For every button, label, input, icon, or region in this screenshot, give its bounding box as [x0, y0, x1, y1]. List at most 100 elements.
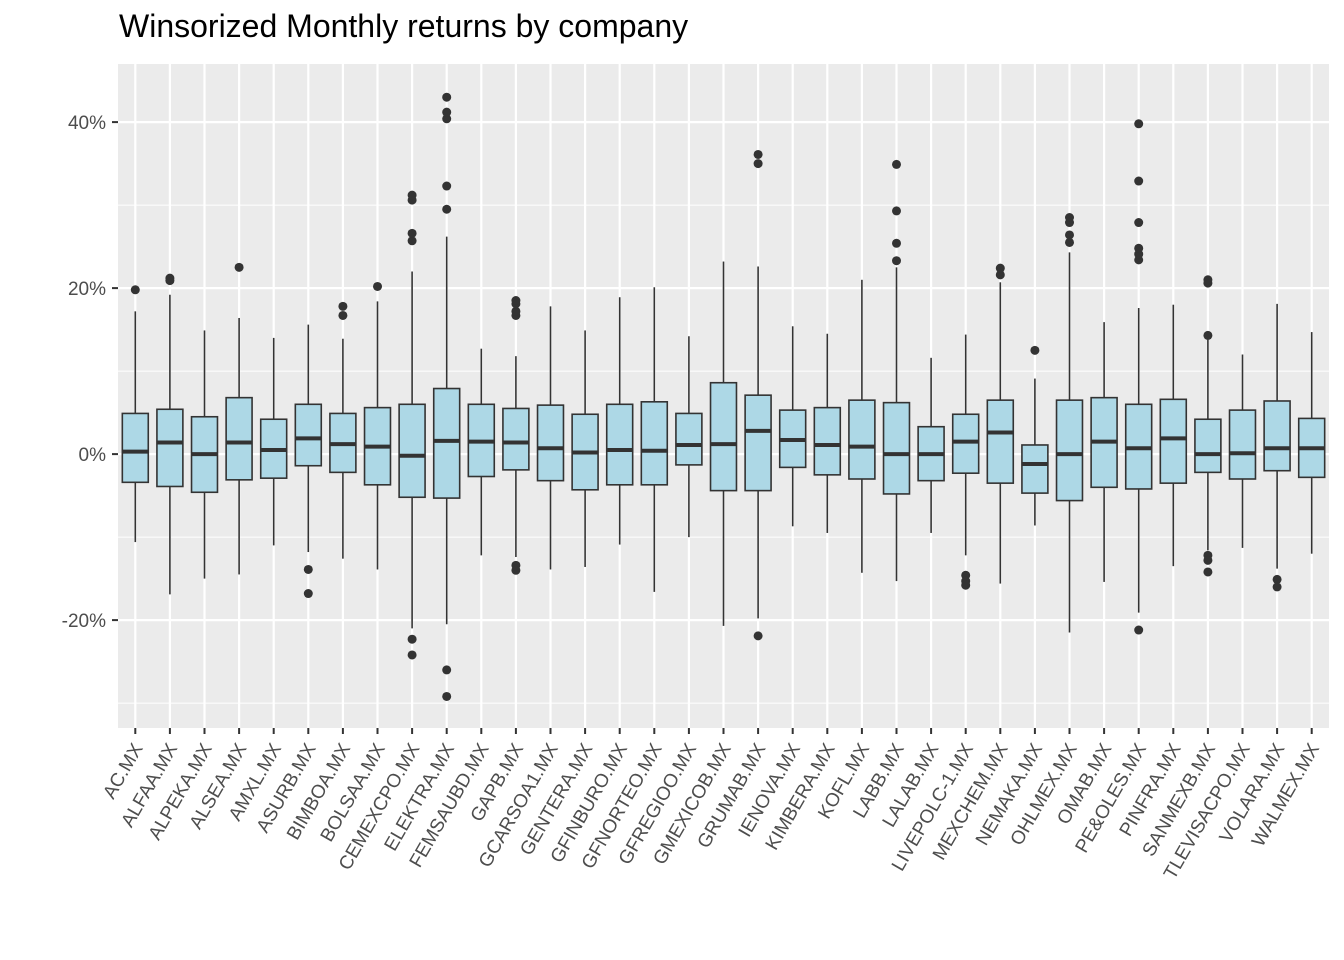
box-iqr — [536, 404, 565, 482]
outlier-point — [1272, 582, 1282, 592]
outlier-point — [234, 262, 244, 272]
outlier-point — [1134, 119, 1144, 129]
y-tick-label: 0% — [79, 445, 107, 466]
box-iqr — [709, 381, 738, 492]
outlier-point — [338, 310, 348, 320]
outlier-point — [165, 273, 175, 283]
box-iqr — [398, 403, 426, 499]
outlier-point — [442, 114, 452, 124]
box-iqr — [813, 406, 842, 476]
outlier-point — [407, 650, 417, 660]
chart-title: Winsorized Monthly returns by company — [119, 8, 689, 44]
outlier-point — [407, 236, 417, 246]
box-KOFL.MX — [848, 279, 876, 573]
box-iqr — [986, 399, 1015, 484]
box-NEMAKA.MX — [1021, 345, 1049, 526]
outlier-point — [303, 589, 313, 599]
box-iqr — [1263, 400, 1291, 472]
box-iqr — [432, 387, 461, 499]
box-GRUMAB.MX — [744, 149, 772, 641]
box-MEXCHEM.MX — [986, 263, 1015, 584]
outlier-point — [1203, 567, 1213, 577]
outlier-point — [1030, 345, 1040, 355]
outlier-point — [1065, 230, 1074, 240]
box-KIMBERA.MX — [813, 333, 842, 533]
outlier-point — [511, 565, 521, 575]
box-LALAB.MX — [917, 357, 945, 533]
box-iqr — [605, 403, 634, 486]
outlier-point — [1065, 213, 1074, 223]
outlier-point — [1065, 237, 1074, 247]
box-GCARSOA1.MX — [536, 306, 565, 570]
outlier-point — [892, 206, 901, 216]
box-PE&OLES.MX — [1124, 119, 1153, 635]
box-iqr — [225, 396, 253, 481]
box-OMAB.MX — [1090, 322, 1118, 582]
outlier-point — [892, 238, 901, 248]
box-ALPEKA.MX — [190, 330, 219, 579]
y-axis: -20% 0% 20% 40% — [62, 113, 118, 632]
box-BIMBOA.MX — [329, 301, 357, 559]
box-GENTERA.MX — [571, 330, 599, 567]
outlier-point — [442, 181, 452, 191]
box-VOLARA.MX — [1263, 303, 1291, 592]
box-iqr — [640, 401, 669, 486]
box-LABB.MX — [882, 159, 911, 582]
box-GFNORTEO.MX — [640, 287, 669, 592]
x-axis: AC.MXALFAA.MXALPEKA.MXALSEA.MXAMXL.MXASU… — [99, 728, 1324, 883]
box-GFINBURO.MX — [605, 297, 634, 545]
outlier-point — [442, 107, 452, 117]
box-iqr — [502, 407, 530, 471]
box-iqr — [121, 412, 150, 484]
box-SANMEXB.MX — [1194, 275, 1222, 577]
box-TLEVISACPO.MX — [1228, 354, 1257, 548]
outlier-point — [892, 159, 901, 169]
box-iqr — [1021, 444, 1049, 494]
outlier-point — [511, 306, 521, 316]
box-BOLSAA.MX — [363, 281, 392, 570]
outlier-point — [753, 631, 763, 641]
box-GAPB.MX — [502, 296, 530, 575]
outlier-point — [303, 564, 313, 574]
outlier-point — [1272, 574, 1282, 584]
outlier-point — [407, 228, 417, 238]
box-ALSEA.MX — [225, 262, 253, 575]
outlier-point — [753, 159, 763, 169]
outlier-point — [442, 665, 452, 675]
boxes-layer — [121, 92, 1326, 701]
outlier-point — [373, 281, 382, 291]
outlier-point — [995, 263, 1005, 273]
box-iqr — [1194, 418, 1222, 474]
box-CEMEXCPO.MX — [398, 190, 426, 660]
outlier-point — [338, 301, 348, 311]
y-tick-label: -20% — [62, 611, 106, 632]
outlier-point — [1134, 176, 1144, 186]
outlier-point — [1134, 625, 1144, 635]
y-tick-label: 40% — [68, 113, 106, 134]
box-AC.MX — [121, 285, 150, 543]
box-LIVEPOLC-1.MX — [951, 334, 980, 590]
box-iqr — [1159, 398, 1188, 484]
outlier-point — [511, 296, 521, 306]
box-WALMEX.MX — [1297, 332, 1326, 554]
box-iqr — [675, 412, 703, 466]
outlier-point — [995, 270, 1005, 280]
box-PINFRA.MX — [1159, 304, 1188, 567]
outlier-point — [961, 580, 971, 590]
box-iqr — [156, 408, 184, 488]
box-ALFAA.MX — [156, 273, 184, 595]
box-iqr — [1228, 409, 1257, 480]
box-GMEXICOB.MX — [709, 261, 738, 626]
box-iqr — [951, 413, 980, 474]
outlier-point — [753, 149, 763, 159]
box-iqr — [744, 394, 772, 492]
box-iqr — [882, 401, 911, 495]
box-FEMSAUBD.MX — [467, 348, 496, 556]
outlier-point — [442, 691, 452, 701]
box-IENOVA.MX — [778, 326, 807, 527]
outlier-point — [1203, 555, 1213, 565]
box-AMXL.MX — [259, 337, 288, 546]
outlier-point — [1134, 218, 1144, 228]
box-ASURB.MX — [294, 324, 323, 599]
